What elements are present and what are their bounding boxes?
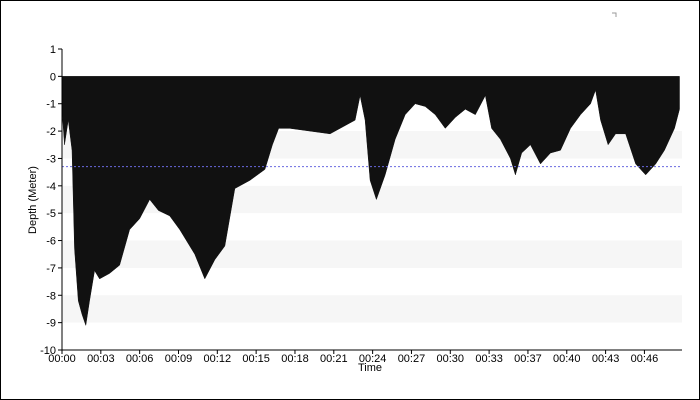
y-tick-label: -1: [46, 99, 56, 111]
x-tick-label: 00:15: [242, 353, 270, 365]
y-axis-label: Depth (Meter): [27, 166, 39, 234]
y-tick-label: 0: [50, 71, 56, 83]
band: [62, 295, 682, 323]
x-tick-label: 00:37: [514, 353, 542, 365]
x-axis-label: Time: [358, 362, 382, 374]
y-tick-label: -9: [46, 318, 56, 330]
depth-area: [61, 76, 680, 326]
x-tick-label: 00:30: [437, 353, 465, 365]
y-tick-label: -10: [40, 345, 56, 357]
x-tick-label: 00:00: [48, 353, 76, 365]
y-tick-label: -5: [46, 208, 56, 220]
y-tick-label: 1: [50, 44, 56, 56]
x-tick-label: 00:43: [592, 353, 620, 365]
x-tick-label: 00:21: [320, 353, 348, 365]
x-tick-label: 00:46: [631, 353, 659, 365]
x-tick-label: 00:09: [165, 353, 193, 365]
corner-mark: [612, 12, 617, 17]
x-tick-label: 00:12: [204, 353, 232, 365]
y-tick-label: -8: [46, 290, 56, 302]
x-tick-label: 00:27: [398, 353, 426, 365]
x-tick-label: 00:06: [126, 353, 154, 365]
x-tick-label: 00:18: [281, 353, 309, 365]
x-tick-label: 00:33: [475, 353, 503, 365]
y-tick-label: -3: [46, 153, 56, 165]
y-tick-label: -2: [46, 126, 56, 138]
band: [62, 240, 682, 268]
x-tick-label: 00:03: [87, 353, 115, 365]
y-tick-label: -6: [46, 236, 56, 248]
y-tick-label: -7: [46, 263, 56, 275]
x-tick-label: 00:40: [553, 353, 581, 365]
x-tick-label: 00:24: [359, 353, 387, 365]
y-tick-label: -4: [46, 181, 56, 193]
